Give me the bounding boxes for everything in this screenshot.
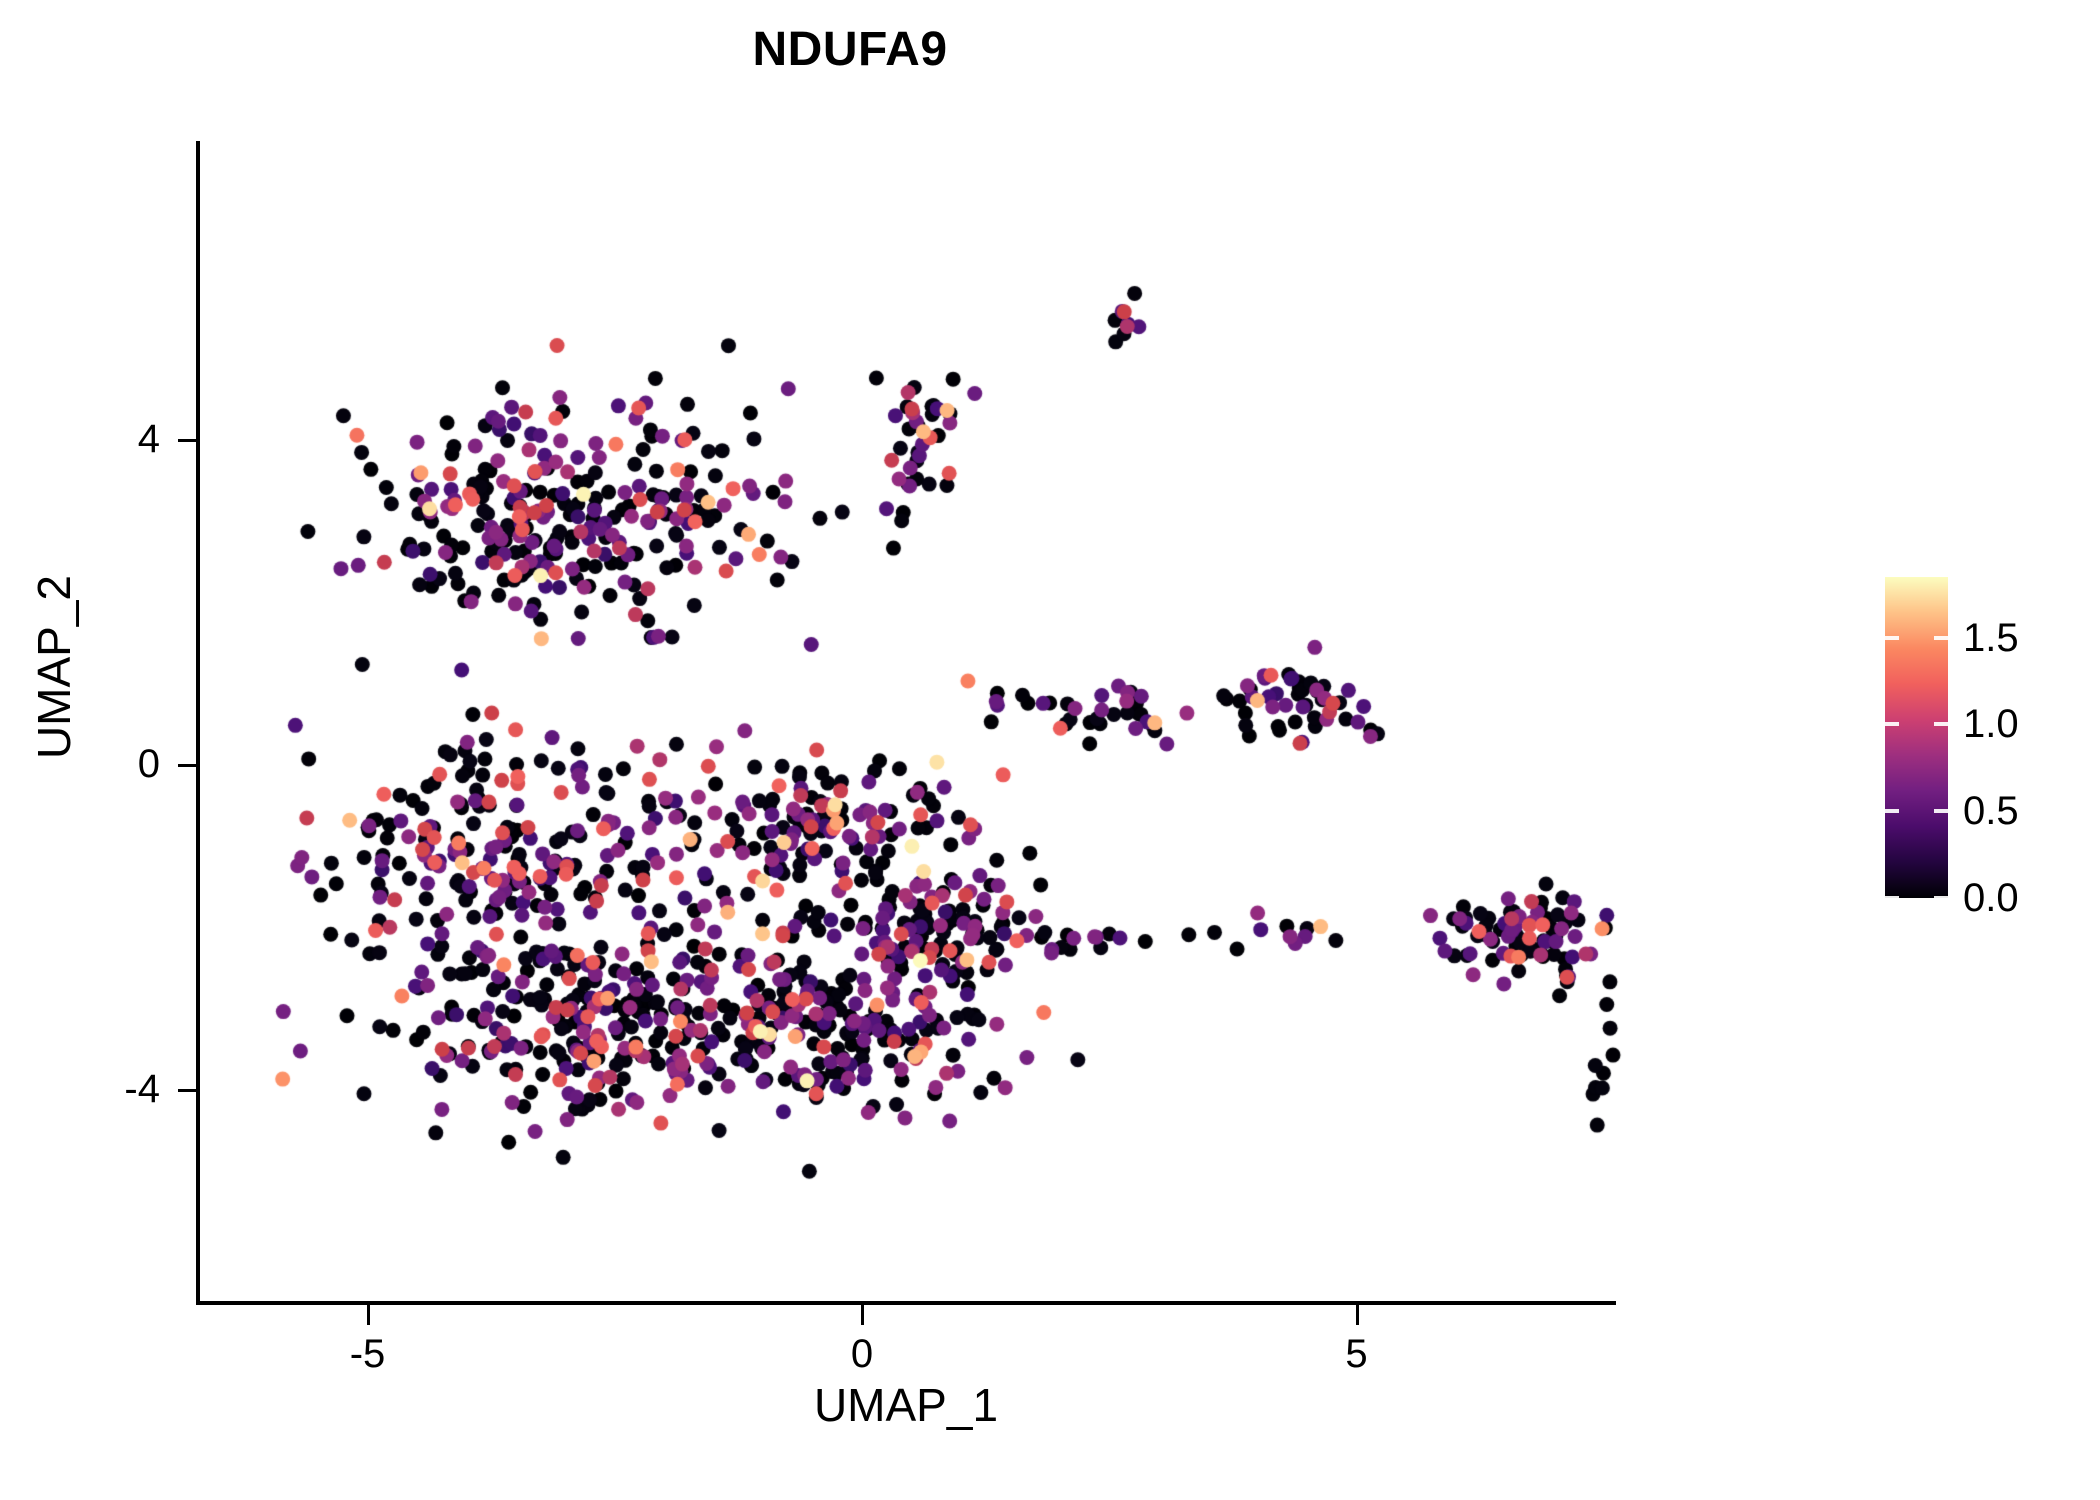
x-axis-tick (861, 1305, 864, 1325)
y-axis-tick (178, 1089, 198, 1092)
colorbar-tick-label: 0.5 (1963, 789, 2019, 834)
y-axis-tick (178, 764, 198, 767)
colorbar-tick-label: 0.0 (1963, 876, 2019, 920)
x-axis-tick-label: -5 (349, 1332, 386, 1376)
y-axis-tick-label: 4 (137, 417, 160, 461)
colorbar-tick (1885, 722, 1899, 727)
colorbar-tick (1934, 896, 1948, 900)
colorbar-tick (1934, 809, 1948, 814)
x-axis-tick (1355, 1305, 1359, 1325)
x-axis-tick-label: 5 (1345, 1332, 1368, 1376)
colorbar-tick (1885, 635, 1899, 640)
colorbar-tick (1934, 635, 1948, 640)
colorbar-legend: 1.5 1.0 0.5 0.0 (1885, 577, 2019, 918)
y-axis-tick-label: -4 (124, 1067, 160, 1111)
y-axis-tick (178, 439, 198, 442)
x-axis-tick-label: 0 (850, 1332, 874, 1376)
y-axis-tick-label: 0 (137, 742, 160, 786)
colorbar-tick (1885, 809, 1899, 814)
colorbar-gradient (1885, 577, 1948, 898)
x-axis-title: UMAP_1 (813, 1379, 999, 1431)
colorbar-tick-label: 1.5 (1963, 615, 2019, 660)
x-axis-tick (366, 1305, 370, 1325)
y-axis-title: UMAP_2 (28, 574, 80, 760)
colorbar-tick (1885, 896, 1899, 900)
colorbar-tick (1934, 722, 1948, 727)
colorbar-tick-label: 1.0 (1963, 702, 2019, 747)
